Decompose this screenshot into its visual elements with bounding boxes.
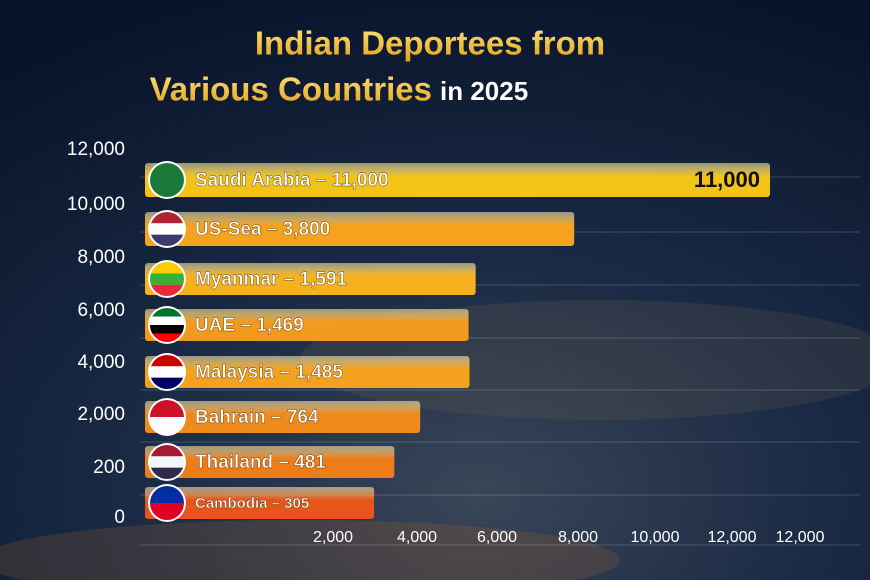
chart-title: Various Countries — [150, 71, 432, 108]
flag-stripe — [150, 486, 184, 503]
chart-title: Indian Deportees from — [255, 25, 605, 62]
x-tick-label: 4,000 — [397, 529, 437, 546]
city-glow — [0, 520, 620, 580]
flag-stripe — [150, 400, 184, 417]
y-tick-label: 6,000 — [77, 300, 125, 321]
y-tick-label: 0 — [114, 507, 125, 528]
x-tick-label: 12,000 — [708, 529, 757, 546]
flag-stripe — [150, 163, 184, 197]
chart-title-suffix: in 2025 — [440, 76, 528, 106]
bar — [145, 163, 770, 197]
y-tick-label: 4,000 — [77, 352, 125, 373]
x-tick-label: 8,000 — [558, 529, 598, 546]
flag-stripe — [150, 417, 184, 434]
flag-stripe — [150, 355, 184, 366]
flag-stripe — [150, 366, 184, 377]
bar-label: Cambodia – 305 — [195, 495, 309, 512]
flag-stripe — [150, 378, 184, 389]
flag-stripe — [150, 445, 184, 456]
bar-label: Thailand – 481 — [195, 452, 326, 473]
x-tick-label: 10,000 — [631, 529, 680, 546]
flag-stripe — [150, 308, 184, 317]
flag-stripe — [150, 212, 184, 223]
y-tick-label: 10,000 — [67, 194, 125, 215]
bar-label: US-Sea – 3,800 — [195, 219, 330, 240]
bar-label: UAE – 1,469 — [195, 315, 304, 336]
flag-stripe — [150, 273, 184, 284]
value-label: 11,000 — [694, 167, 760, 192]
y-tick-label: 2,000 — [77, 404, 125, 425]
bar — [145, 487, 375, 519]
bar — [145, 401, 421, 433]
bar — [145, 309, 469, 341]
flag-stripe — [150, 223, 184, 234]
flag-stripe — [150, 503, 184, 520]
bar-label: Myanmar – 1,591 — [195, 269, 348, 290]
flag-stripe — [150, 285, 184, 296]
flag-stripe — [150, 317, 184, 326]
y-tick-label: 12,000 — [67, 139, 125, 160]
x-tick-label: 6,000 — [477, 529, 517, 546]
bar — [145, 263, 476, 295]
flag-stripe — [150, 325, 184, 334]
x-tick-label: 12,000 — [776, 529, 825, 546]
bar-label: Malaysia – 1,485 — [195, 362, 343, 383]
flag-stripe — [150, 468, 184, 479]
bar — [145, 212, 575, 246]
flag-stripe — [150, 456, 184, 467]
bar — [145, 446, 395, 478]
plot: 12,000 10,000 8,000 6,000 4,000 2,000 200 0 2,00… — [67, 139, 860, 546]
y-tick-label: 8,000 — [77, 247, 125, 268]
flag-stripe — [150, 334, 184, 343]
y-tick-label: 200 — [93, 457, 125, 478]
bar — [145, 356, 470, 388]
flag-stripe — [150, 262, 184, 273]
x-tick-label: 2,000 — [313, 529, 353, 546]
flag-stripe — [150, 235, 184, 246]
bar-label: Bahrain – 764 — [195, 407, 319, 428]
bar-label: Saudi Arabia – 11,000 — [195, 170, 389, 191]
